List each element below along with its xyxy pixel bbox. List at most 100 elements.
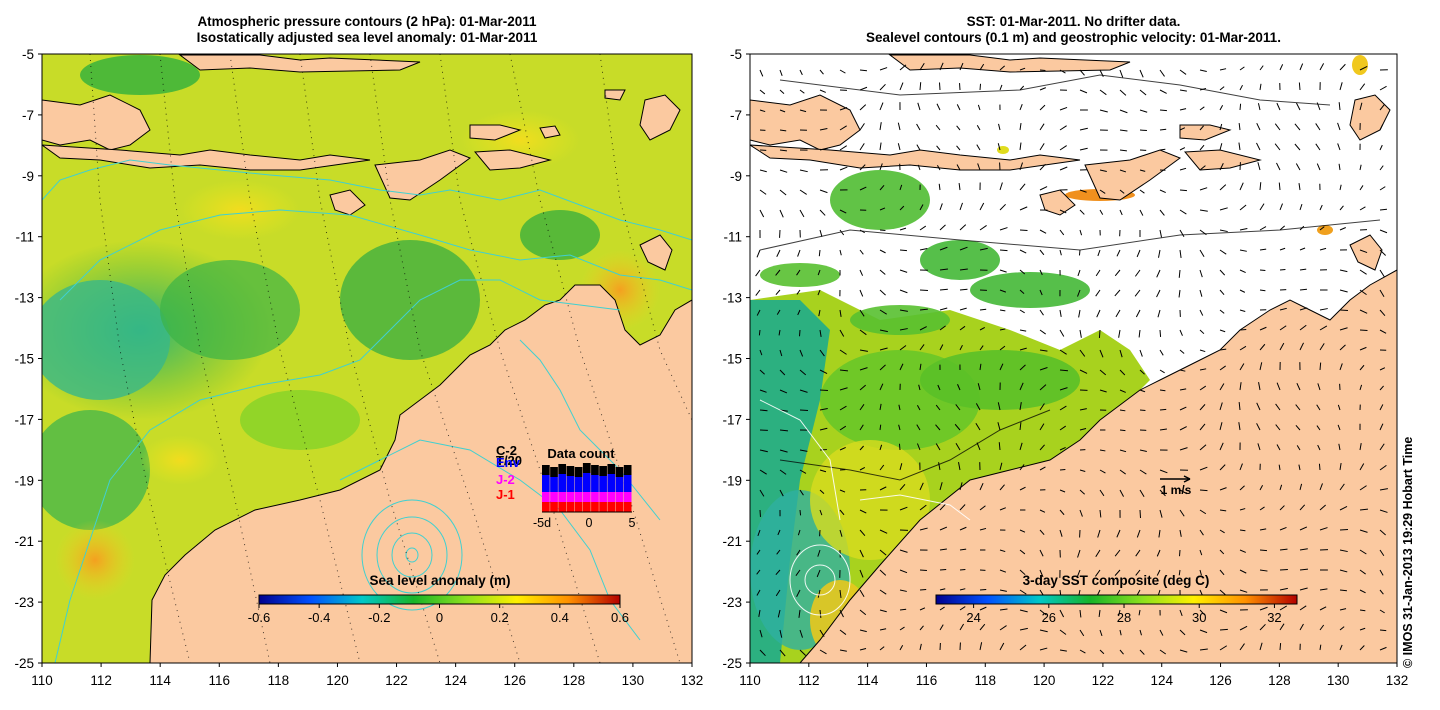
velocity-vector — [1179, 209, 1187, 215]
velocity-vector — [959, 325, 966, 331]
lon-tick-label: 122 — [385, 673, 408, 688]
velocity-vector — [776, 549, 781, 555]
velocity-vector — [1279, 605, 1287, 611]
velocity-vector — [1179, 369, 1186, 372]
velocity-vector — [1359, 329, 1368, 332]
velocity-vector — [1179, 189, 1187, 192]
velocity-vector — [819, 189, 828, 194]
velocity-vector — [1339, 363, 1343, 371]
velocity-vector — [1139, 629, 1142, 636]
velocity-vector — [1299, 203, 1303, 211]
left-map-title: Atmospheric pressure contours (2 hPa): 0… — [42, 14, 692, 46]
velocity-vector — [935, 404, 941, 411]
velocity-vector — [1339, 483, 1345, 491]
velocity-vector — [1239, 569, 1247, 574]
velocity-vector — [1219, 68, 1227, 71]
velocity-vector — [759, 369, 765, 375]
velocity-vector — [898, 424, 901, 431]
velocity-vector — [879, 142, 882, 151]
velocity-vector — [1179, 489, 1188, 495]
velocity-vector — [979, 363, 982, 371]
velocity-vector — [859, 549, 864, 558]
velocity-vector — [1317, 383, 1321, 391]
velocity-vector — [1079, 469, 1086, 472]
velocity-vector — [1339, 463, 1342, 471]
right-colorbar-gradient — [935, 594, 1298, 605]
velocity-vector — [1039, 569, 1044, 578]
velocity-vector — [1337, 424, 1341, 431]
velocity-vector — [779, 629, 783, 638]
velocity-vector — [759, 649, 766, 657]
velocity-scale-label: 1 m/s — [1161, 483, 1192, 497]
velocity-vector — [1179, 167, 1187, 171]
velocity-vector — [1359, 463, 1365, 471]
velocity-vector — [1339, 309, 1349, 312]
velocity-vector — [1279, 342, 1285, 351]
velocity-vector — [1219, 609, 1228, 614]
velocity-vector — [1059, 125, 1067, 131]
velocity-vector — [1076, 569, 1081, 578]
velocity-vector — [1199, 187, 1208, 191]
velocity-vector — [1158, 529, 1161, 538]
colorbar-tick-label: -0.4 — [308, 610, 330, 625]
velocity-vector — [919, 82, 922, 91]
velocity-vector — [1359, 164, 1362, 171]
velocity-vector — [759, 109, 766, 113]
velocity-vector — [1059, 649, 1067, 652]
data-count-bar — [558, 474, 567, 492]
velocity-vector — [1379, 329, 1387, 334]
velocity-vector — [1279, 225, 1285, 231]
velocity-vector — [919, 225, 927, 231]
velocity-vector — [1238, 142, 1241, 151]
velocity-vector — [1116, 249, 1121, 257]
velocity-vector — [839, 447, 846, 451]
data-count-bar — [615, 467, 624, 477]
velocity-vector — [1219, 549, 1225, 555]
velocity-vector — [1256, 402, 1261, 411]
velocity-vector — [1159, 69, 1165, 77]
velocity-vector — [1199, 629, 1208, 634]
velocity-vector — [839, 509, 845, 516]
velocity-vector — [899, 328, 908, 331]
velocity-vector — [1019, 229, 1028, 232]
velocity-vector — [1156, 289, 1161, 298]
velocity-vector — [979, 83, 982, 91]
data-count-bar — [542, 465, 550, 475]
velocity-vector — [1179, 529, 1182, 537]
velocity-vector — [819, 609, 822, 619]
velocity-vector — [795, 569, 801, 576]
velocity-vector — [1239, 529, 1246, 532]
velocity-vector — [839, 125, 847, 131]
data-count-bar — [574, 467, 583, 477]
data-count-bar — [574, 492, 583, 502]
velocity-vector — [1316, 425, 1321, 431]
lon-tick-label: 112 — [90, 673, 112, 688]
velocity-vector — [1099, 629, 1103, 637]
velocity-vector — [1178, 569, 1181, 576]
velocity-vector — [1019, 162, 1024, 171]
velocity-vector — [1039, 367, 1048, 371]
velocity-vector — [1139, 489, 1145, 498]
data-count-bar — [558, 492, 567, 502]
velocity-vector — [759, 209, 765, 218]
velocity-vector — [1379, 529, 1386, 536]
velocity-vector — [1139, 129, 1147, 132]
velocity-vector — [1379, 249, 1387, 256]
velocity-vector — [1019, 67, 1026, 71]
velocity-vector — [1079, 147, 1088, 151]
velocity-vector — [1339, 505, 1348, 511]
left-title-line-1: Atmospheric pressure contours (2 hPa): 0… — [197, 14, 537, 29]
data-count-bar — [615, 502, 624, 512]
velocity-vector — [899, 463, 903, 471]
velocity-vector — [1179, 509, 1185, 517]
velocity-vector — [1299, 268, 1307, 271]
velocity-vector — [939, 588, 946, 591]
velocity-vector — [917, 164, 921, 171]
velocity-vector — [1199, 125, 1204, 131]
velocity-vector — [1139, 189, 1145, 194]
velocity-vector — [1296, 382, 1301, 391]
right-sealevel-contours-ocean — [759, 399, 971, 616]
velocity-vector — [1315, 143, 1321, 151]
data-count-bar — [599, 476, 607, 492]
velocity-vector — [1156, 549, 1161, 557]
